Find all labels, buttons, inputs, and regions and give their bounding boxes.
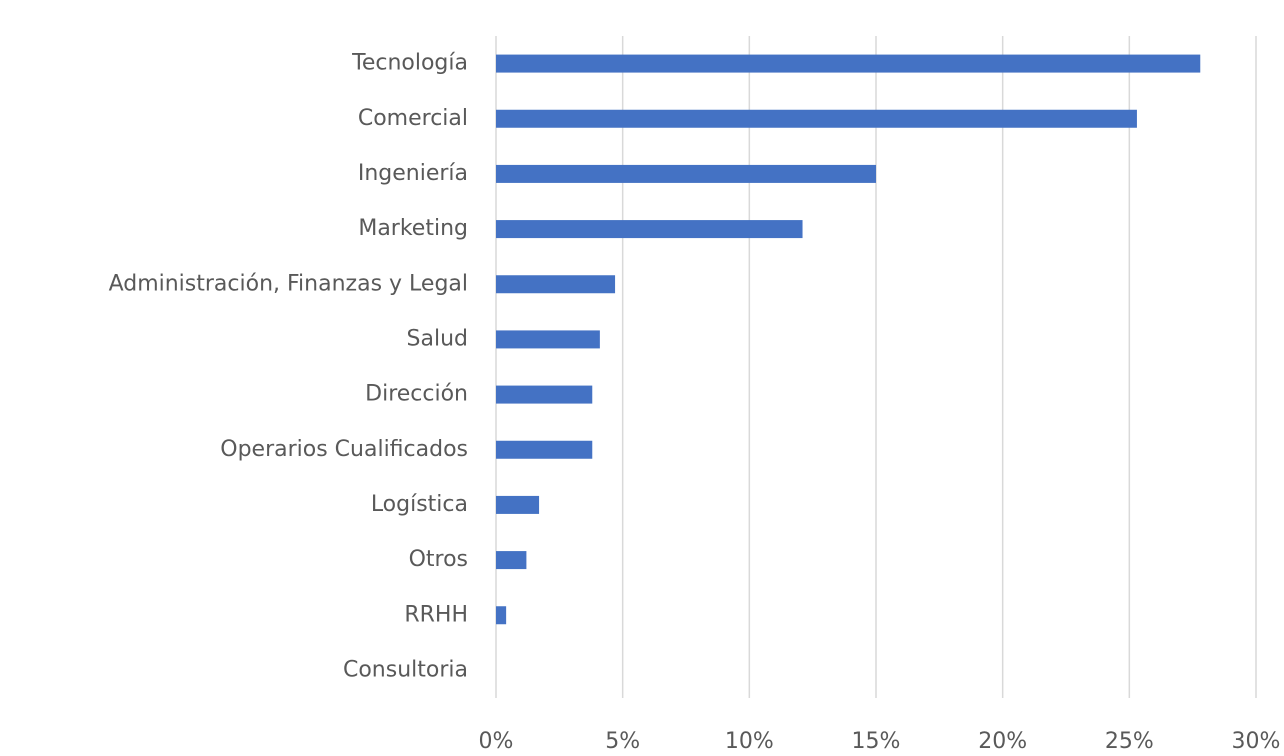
y-tick-label: Salud (407, 326, 468, 351)
bar (496, 330, 600, 349)
y-tick-label: Administración, Finanzas y Legal (109, 271, 468, 296)
y-tick-label: Marketing (358, 216, 468, 241)
y-tick-label: RRHH (404, 602, 468, 627)
bar (496, 606, 507, 625)
bar (496, 385, 593, 404)
y-tick-label: Consultoria (343, 657, 468, 682)
y-tick-label: Otros (409, 547, 468, 572)
bar (496, 164, 876, 183)
bar (496, 220, 803, 239)
bar (496, 109, 1137, 128)
bar (496, 551, 527, 570)
x-tick-label: 15% (852, 729, 901, 754)
x-tick-label: 25% (1105, 729, 1154, 754)
y-tick-label: Dirección (365, 382, 468, 407)
y-tick-label: Comercial (358, 106, 468, 131)
x-tick-label: 10% (725, 729, 774, 754)
x-tick-label: 30% (1232, 729, 1281, 754)
y-tick-label: Ingeniería (358, 161, 468, 186)
x-tick-label: 20% (978, 729, 1027, 754)
bar (496, 54, 1201, 73)
y-tick-label: Operarios Cualificados (220, 437, 468, 462)
bar (496, 495, 540, 514)
bar (496, 275, 616, 294)
bar (496, 440, 593, 459)
x-tick-label: 5% (605, 729, 640, 754)
y-tick-label: Tecnología (351, 51, 468, 76)
x-tick-label: 0% (479, 729, 514, 754)
y-tick-label: Logística (371, 492, 468, 517)
